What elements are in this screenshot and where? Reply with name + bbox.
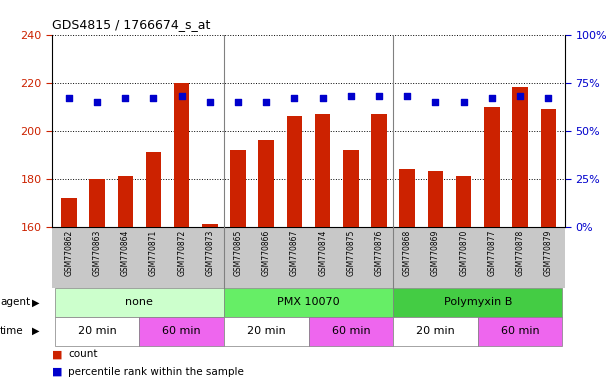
Text: time: time	[0, 326, 24, 336]
Point	[177, 93, 186, 99]
Point	[148, 95, 158, 101]
Text: ■: ■	[52, 366, 62, 377]
Point	[403, 93, 412, 99]
Point	[318, 95, 327, 101]
Bar	[89, 179, 105, 227]
Bar	[428, 171, 443, 227]
Text: ▶: ▶	[32, 326, 39, 336]
Point	[120, 95, 130, 101]
Text: GSM770876: GSM770876	[375, 230, 384, 276]
Point	[233, 99, 243, 105]
Bar	[484, 107, 500, 227]
Text: ▶: ▶	[32, 297, 39, 308]
Text: GSM770872: GSM770872	[177, 230, 186, 276]
Bar	[230, 150, 246, 227]
Text: GSM770878: GSM770878	[516, 230, 525, 276]
Point	[459, 99, 469, 105]
Point	[515, 93, 525, 99]
Bar	[202, 224, 218, 227]
Bar	[145, 152, 161, 227]
Bar	[343, 150, 359, 227]
Text: percentile rank within the sample: percentile rank within the sample	[68, 366, 244, 377]
Text: PMX 10070: PMX 10070	[277, 297, 340, 308]
Text: GDS4815 / 1766674_s_at: GDS4815 / 1766674_s_at	[52, 18, 210, 31]
Bar	[512, 88, 528, 227]
Text: 60 min: 60 min	[501, 326, 540, 336]
Point	[431, 99, 441, 105]
Bar	[174, 83, 189, 227]
Text: GSM770869: GSM770869	[431, 230, 440, 276]
Text: GSM770863: GSM770863	[92, 230, 101, 276]
Point	[262, 99, 271, 105]
Bar	[258, 140, 274, 227]
Text: GSM770866: GSM770866	[262, 230, 271, 276]
Bar	[400, 169, 415, 227]
Text: GSM770875: GSM770875	[346, 230, 356, 276]
Bar	[287, 116, 302, 227]
Text: 60 min: 60 min	[163, 326, 201, 336]
Text: GSM770874: GSM770874	[318, 230, 327, 276]
Text: GSM770871: GSM770871	[149, 230, 158, 276]
Text: GSM770865: GSM770865	[233, 230, 243, 276]
Bar	[61, 198, 76, 227]
Text: 20 min: 20 min	[247, 326, 285, 336]
Bar	[371, 114, 387, 227]
Text: agent: agent	[0, 297, 30, 308]
Text: ■: ■	[52, 349, 62, 359]
Point	[290, 95, 299, 101]
Text: GSM770868: GSM770868	[403, 230, 412, 276]
Point	[346, 93, 356, 99]
Text: count: count	[68, 349, 98, 359]
Text: Polymyxin B: Polymyxin B	[444, 297, 512, 308]
Point	[92, 99, 102, 105]
Point	[543, 95, 553, 101]
Text: 20 min: 20 min	[78, 326, 117, 336]
Point	[487, 95, 497, 101]
Text: GSM770877: GSM770877	[488, 230, 496, 276]
Text: GSM770867: GSM770867	[290, 230, 299, 276]
Text: 20 min: 20 min	[416, 326, 455, 336]
Text: GSM770870: GSM770870	[459, 230, 468, 276]
Text: GSM770873: GSM770873	[205, 230, 214, 276]
Text: GSM770879: GSM770879	[544, 230, 553, 276]
Point	[64, 95, 74, 101]
Point	[374, 93, 384, 99]
Text: none: none	[125, 297, 153, 308]
Bar	[456, 176, 472, 227]
Point	[205, 99, 214, 105]
Bar	[315, 114, 331, 227]
Bar	[117, 176, 133, 227]
Text: GSM770862: GSM770862	[64, 230, 73, 276]
Text: GSM770864: GSM770864	[121, 230, 130, 276]
Text: 60 min: 60 min	[332, 326, 370, 336]
Bar	[541, 109, 556, 227]
